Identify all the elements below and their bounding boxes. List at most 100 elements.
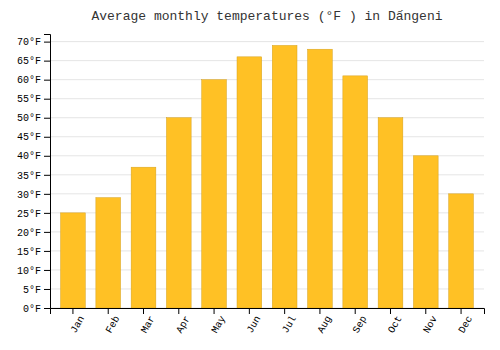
grid-line <box>50 79 484 80</box>
y-tick-label: 0°F <box>23 304 41 315</box>
y-tick: 35°F <box>17 171 50 182</box>
y-tick-mark <box>44 289 50 290</box>
bar <box>166 118 191 308</box>
x-tick-label: Jul <box>280 314 299 335</box>
x-tick: Dec <box>457 308 476 335</box>
y-tick-mark <box>44 270 50 271</box>
y-tick: 0°F <box>23 304 50 315</box>
x-tick-label: Apr <box>174 314 193 335</box>
y-tick: 45°F <box>17 132 50 143</box>
y-tick-label: 60°F <box>17 75 41 86</box>
x-tick-mark <box>214 308 215 314</box>
x-tick: Jan <box>68 308 87 335</box>
y-axis-line <box>44 35 51 309</box>
y-tick-mark <box>44 80 50 81</box>
y-tick: 30°F <box>17 190 50 201</box>
bar <box>272 45 297 308</box>
x-tick-mark <box>425 308 426 314</box>
x-axis-line <box>51 309 485 315</box>
y-tick: 55°F <box>17 94 50 105</box>
x-axis: Jan Feb Mar Apr May Jun Jul Aug Sep Oct Nov Dec <box>51 308 485 335</box>
x-tick-label: Mar <box>139 314 158 335</box>
grid-line <box>50 117 484 118</box>
x-tick-mark <box>249 308 250 314</box>
x-tick-mark <box>355 308 356 314</box>
bar <box>378 118 403 308</box>
y-tick-label: 15°F <box>17 247 41 258</box>
y-tick-label: 20°F <box>17 228 41 239</box>
y-tick-mark <box>44 99 50 100</box>
x-tick: Jun <box>245 308 264 335</box>
y-tick-label: 5°F <box>23 285 41 296</box>
grid-line <box>50 98 484 99</box>
y-tick: 40°F <box>17 151 50 162</box>
y-tick-mark <box>44 156 50 157</box>
x-tick: Feb <box>104 308 123 335</box>
x-tick-mark <box>108 308 109 314</box>
y-tick-label: 70°F <box>17 37 41 48</box>
title: Average monthly temperatures (°F ) in Dâ… <box>91 9 442 24</box>
bar <box>449 194 474 308</box>
y-tick: 50°F <box>17 113 50 124</box>
y-tick-mark <box>44 308 50 309</box>
grid-line <box>50 41 484 42</box>
x-tick-label: Jan <box>68 314 87 335</box>
y-tick: 70°F <box>17 37 50 48</box>
x-tick-label: Oct <box>386 314 405 335</box>
x-tick-label: Sep <box>351 314 370 335</box>
bar <box>308 49 333 308</box>
bar <box>413 156 438 308</box>
x-tick-mark <box>72 308 73 314</box>
x-tick-label: Feb <box>104 314 123 335</box>
chart: Average monthly temperatures (°F ) in Dâ… <box>0 0 500 350</box>
grid-line <box>50 136 484 137</box>
y-tick: 5°F <box>23 285 50 296</box>
bar <box>237 57 262 308</box>
y-tick: 10°F <box>17 266 50 277</box>
y-tick-label: 55°F <box>17 94 41 105</box>
x-tick-mark <box>178 308 179 314</box>
x-tick-mark <box>461 308 462 314</box>
bars <box>61 45 474 308</box>
x-tick-mark <box>390 308 391 314</box>
y-tick-label: 45°F <box>17 132 41 143</box>
x-tick: Jul <box>280 308 299 335</box>
bar <box>202 80 227 308</box>
y-tick-mark <box>44 137 50 138</box>
y-tick-label: 40°F <box>17 151 41 162</box>
y-tick-mark <box>44 232 50 233</box>
y-tick-mark <box>44 251 50 252</box>
x-tick-label: Aug <box>315 314 334 335</box>
y-tick: 65°F <box>17 56 50 67</box>
y-tick-mark <box>44 213 50 214</box>
y-tick-mark <box>44 175 50 176</box>
x-tick-mark <box>284 308 285 314</box>
x-tick: Oct <box>386 308 405 335</box>
y-tick-mark <box>44 61 50 62</box>
y-tick: 60°F <box>17 75 50 86</box>
x-tick-label: Dec <box>457 314 476 335</box>
y-tick: 25°F <box>17 209 50 220</box>
y-tick: 15°F <box>17 247 50 258</box>
y-tick-mark <box>44 42 50 43</box>
x-tick-label: May <box>210 314 229 335</box>
y-axis: 0°F 5°F 10°F 15°F 20°F 25°F 30°F 35°F 40°F 45°F 50… <box>17 35 51 315</box>
x-tick: Nov <box>421 308 440 335</box>
grid-line <box>50 60 484 61</box>
y-tick-label: 65°F <box>17 56 41 67</box>
y-tick-label: 10°F <box>17 266 41 277</box>
x-tick-label: Jun <box>245 314 264 335</box>
bar <box>131 167 156 308</box>
bar <box>96 198 121 308</box>
y-tick: 20°F <box>17 228 50 239</box>
x-tick: May <box>210 308 229 335</box>
y-tick-mark <box>44 118 50 119</box>
y-tick-label: 35°F <box>17 171 41 182</box>
y-tick-label: 50°F <box>17 113 41 124</box>
x-tick-mark <box>143 308 144 314</box>
x-tick: Mar <box>139 308 158 335</box>
x-tick-mark <box>319 308 320 314</box>
y-tick-label: 25°F <box>17 209 41 220</box>
x-tick: Apr <box>174 308 193 335</box>
y-tick-mark <box>44 194 50 195</box>
